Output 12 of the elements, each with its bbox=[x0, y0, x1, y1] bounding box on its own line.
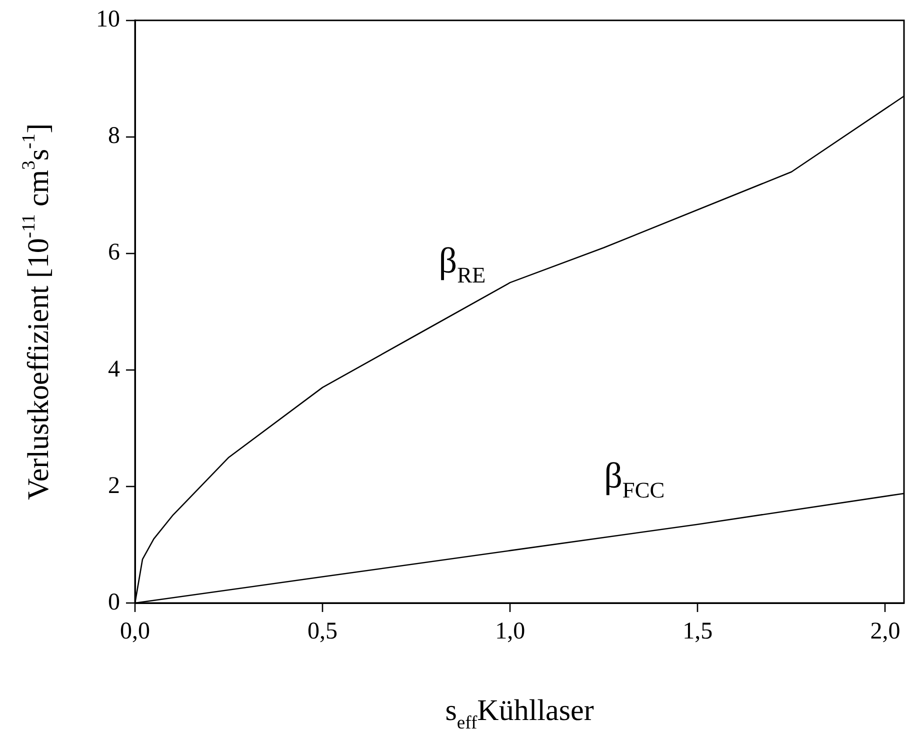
y-axis-title: Verlustkoeffizient [10-11 cm3s-1] bbox=[18, 123, 55, 500]
y-tick-label: 0 bbox=[108, 589, 120, 616]
y-tick-label: 4 bbox=[108, 356, 120, 382]
x-tick-label: 2,0 bbox=[870, 618, 900, 645]
y-tick-label: 2 bbox=[108, 472, 120, 499]
x-tick-label: 1,0 bbox=[495, 618, 526, 645]
x-tick-label: 0,5 bbox=[308, 618, 338, 645]
y-tick-label: 10 bbox=[96, 6, 120, 33]
y-tick-label: 8 bbox=[108, 123, 120, 150]
x-tick-label: 0,0 bbox=[120, 618, 150, 645]
x-tick-label: 1,5 bbox=[682, 618, 713, 645]
y-tick-label: 6 bbox=[108, 240, 120, 266]
